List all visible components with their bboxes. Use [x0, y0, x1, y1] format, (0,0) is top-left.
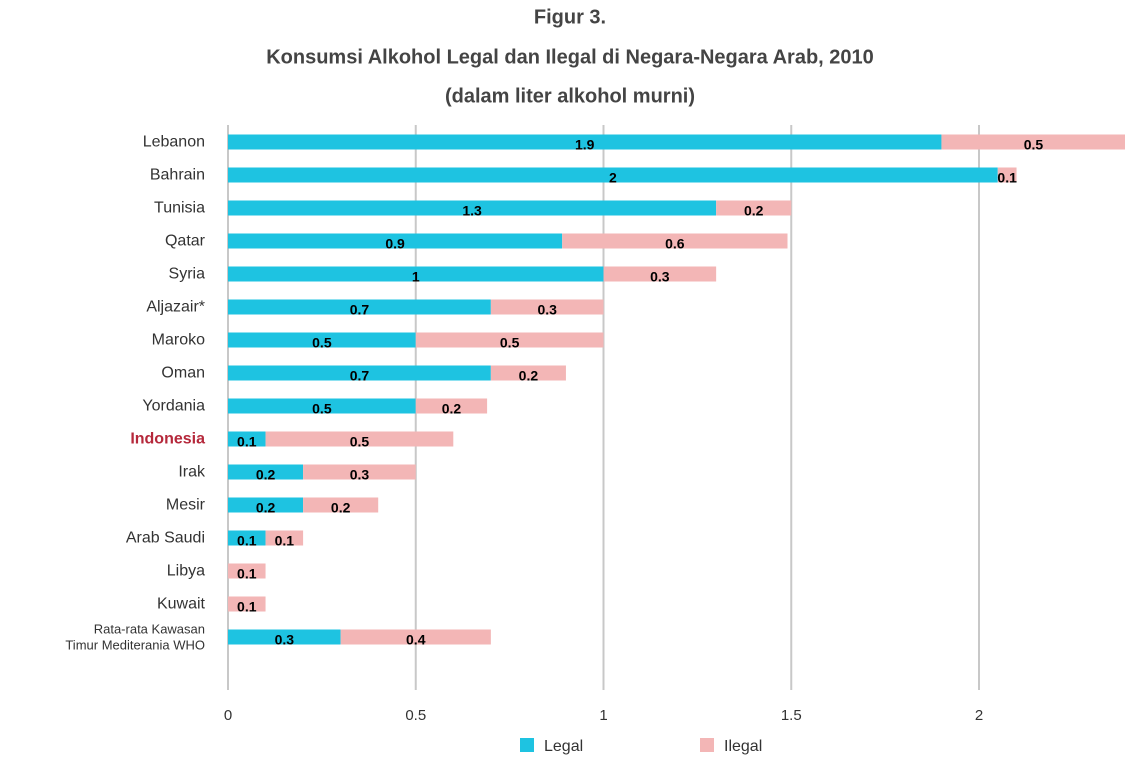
category-label: Kuwait [156, 595, 205, 613]
data-label: 0.2 [331, 500, 351, 516]
bar-segment [228, 134, 942, 150]
category-label: Aljazair* [146, 298, 205, 316]
legend-label: Ilegal [724, 738, 762, 755]
category-label: Bahrain [149, 166, 205, 184]
data-label: 0.1 [237, 533, 257, 549]
bar-segment [228, 332, 416, 348]
bar-segment [603, 266, 717, 282]
bar-segment [415, 398, 488, 414]
bar-segment [228, 398, 416, 414]
data-label: 0.6 [665, 236, 685, 252]
bar-segment [340, 629, 491, 645]
category-label: Indonesia [130, 430, 205, 448]
bar-segment [265, 530, 304, 546]
data-label: 0.5 [1024, 137, 1044, 153]
data-label: 1.3 [462, 203, 482, 219]
data-label: 0.2 [442, 401, 462, 417]
data-label: 0.9 [385, 236, 405, 252]
x-tick-label: 1 [599, 707, 607, 724]
category-label: Lebanon [142, 133, 205, 151]
bar-segment [228, 200, 717, 216]
data-label: 0.7 [350, 302, 370, 318]
x-tick-label: 2 [975, 707, 983, 724]
data-label: 0.2 [256, 467, 276, 483]
data-label: 0.4 [406, 632, 426, 648]
bar-segment [228, 233, 563, 249]
bar-segment [303, 497, 379, 513]
bar-segment [997, 167, 1017, 183]
bar-segment [228, 167, 998, 183]
data-label: 0.5 [500, 335, 520, 351]
category-label: Oman [161, 364, 205, 382]
data-label: 0.2 [519, 368, 539, 384]
legend-label: Legal [544, 738, 583, 755]
bar-segment [562, 233, 788, 249]
bar-segment [228, 266, 604, 282]
category-label: Rata-rata Kawasan Timur Mediterania WHO [65, 621, 205, 652]
bar-segment [228, 596, 266, 612]
data-label: 0.3 [350, 467, 370, 483]
bar-segment [228, 563, 266, 579]
chart-subtitle: (dalam liter alkohol murni) [445, 85, 695, 107]
category-label: Libya [166, 562, 205, 580]
bar-segment [490, 299, 604, 315]
bar-segment [228, 299, 491, 315]
category-label: Qatar [164, 232, 205, 250]
data-label: 0.1 [237, 434, 257, 450]
category-label: Syria [168, 265, 205, 283]
data-label: 1 [412, 269, 420, 285]
bar-segment [228, 464, 304, 480]
bar-segment [228, 497, 304, 513]
bar-segment [228, 431, 266, 447]
bar-segment [303, 464, 416, 480]
category-label: Tunisia [154, 199, 205, 217]
data-label: 0.3 [537, 302, 557, 318]
bar-segment [265, 431, 454, 447]
data-label: 0.5 [350, 434, 370, 450]
x-tick-label: 0.5 [405, 707, 426, 724]
chart-subtitle: Konsumsi Alkohol Legal dan Ilegal di Neg… [266, 46, 874, 68]
legend-swatch [700, 738, 714, 752]
category-label: Yordania [142, 397, 205, 415]
bar-segment [415, 332, 604, 348]
category-label: Arab Saudi [125, 529, 205, 547]
category-label: Irak [178, 463, 205, 481]
chart-title: Figur 3. [534, 6, 606, 28]
category-label: Mesir [165, 496, 205, 514]
data-label: 2 [609, 170, 617, 186]
bar-segment [716, 200, 792, 216]
data-label: 0.1 [275, 533, 295, 549]
data-label: 0.1 [237, 599, 257, 615]
data-label: 0.1 [237, 566, 257, 582]
bar-segment [490, 365, 566, 381]
data-label: 0.1 [997, 170, 1017, 186]
data-label: 1.9 [575, 137, 595, 153]
x-tick-label: 0 [224, 707, 232, 724]
legend-swatch [520, 738, 534, 752]
bar-segment [941, 134, 1125, 150]
bar-segment [228, 365, 491, 381]
bar-segment [228, 530, 266, 546]
data-label: 0.3 [650, 269, 670, 285]
x-tick-label: 1.5 [781, 707, 802, 724]
data-label: 0.2 [256, 500, 276, 516]
data-label: 0.5 [312, 401, 332, 417]
data-label: 0.3 [275, 632, 295, 648]
data-label: 0.2 [744, 203, 764, 219]
data-label: 0.7 [350, 368, 370, 384]
bar-segment [228, 629, 341, 645]
category-label: Maroko [151, 331, 205, 349]
data-label: 0.5 [312, 335, 332, 351]
